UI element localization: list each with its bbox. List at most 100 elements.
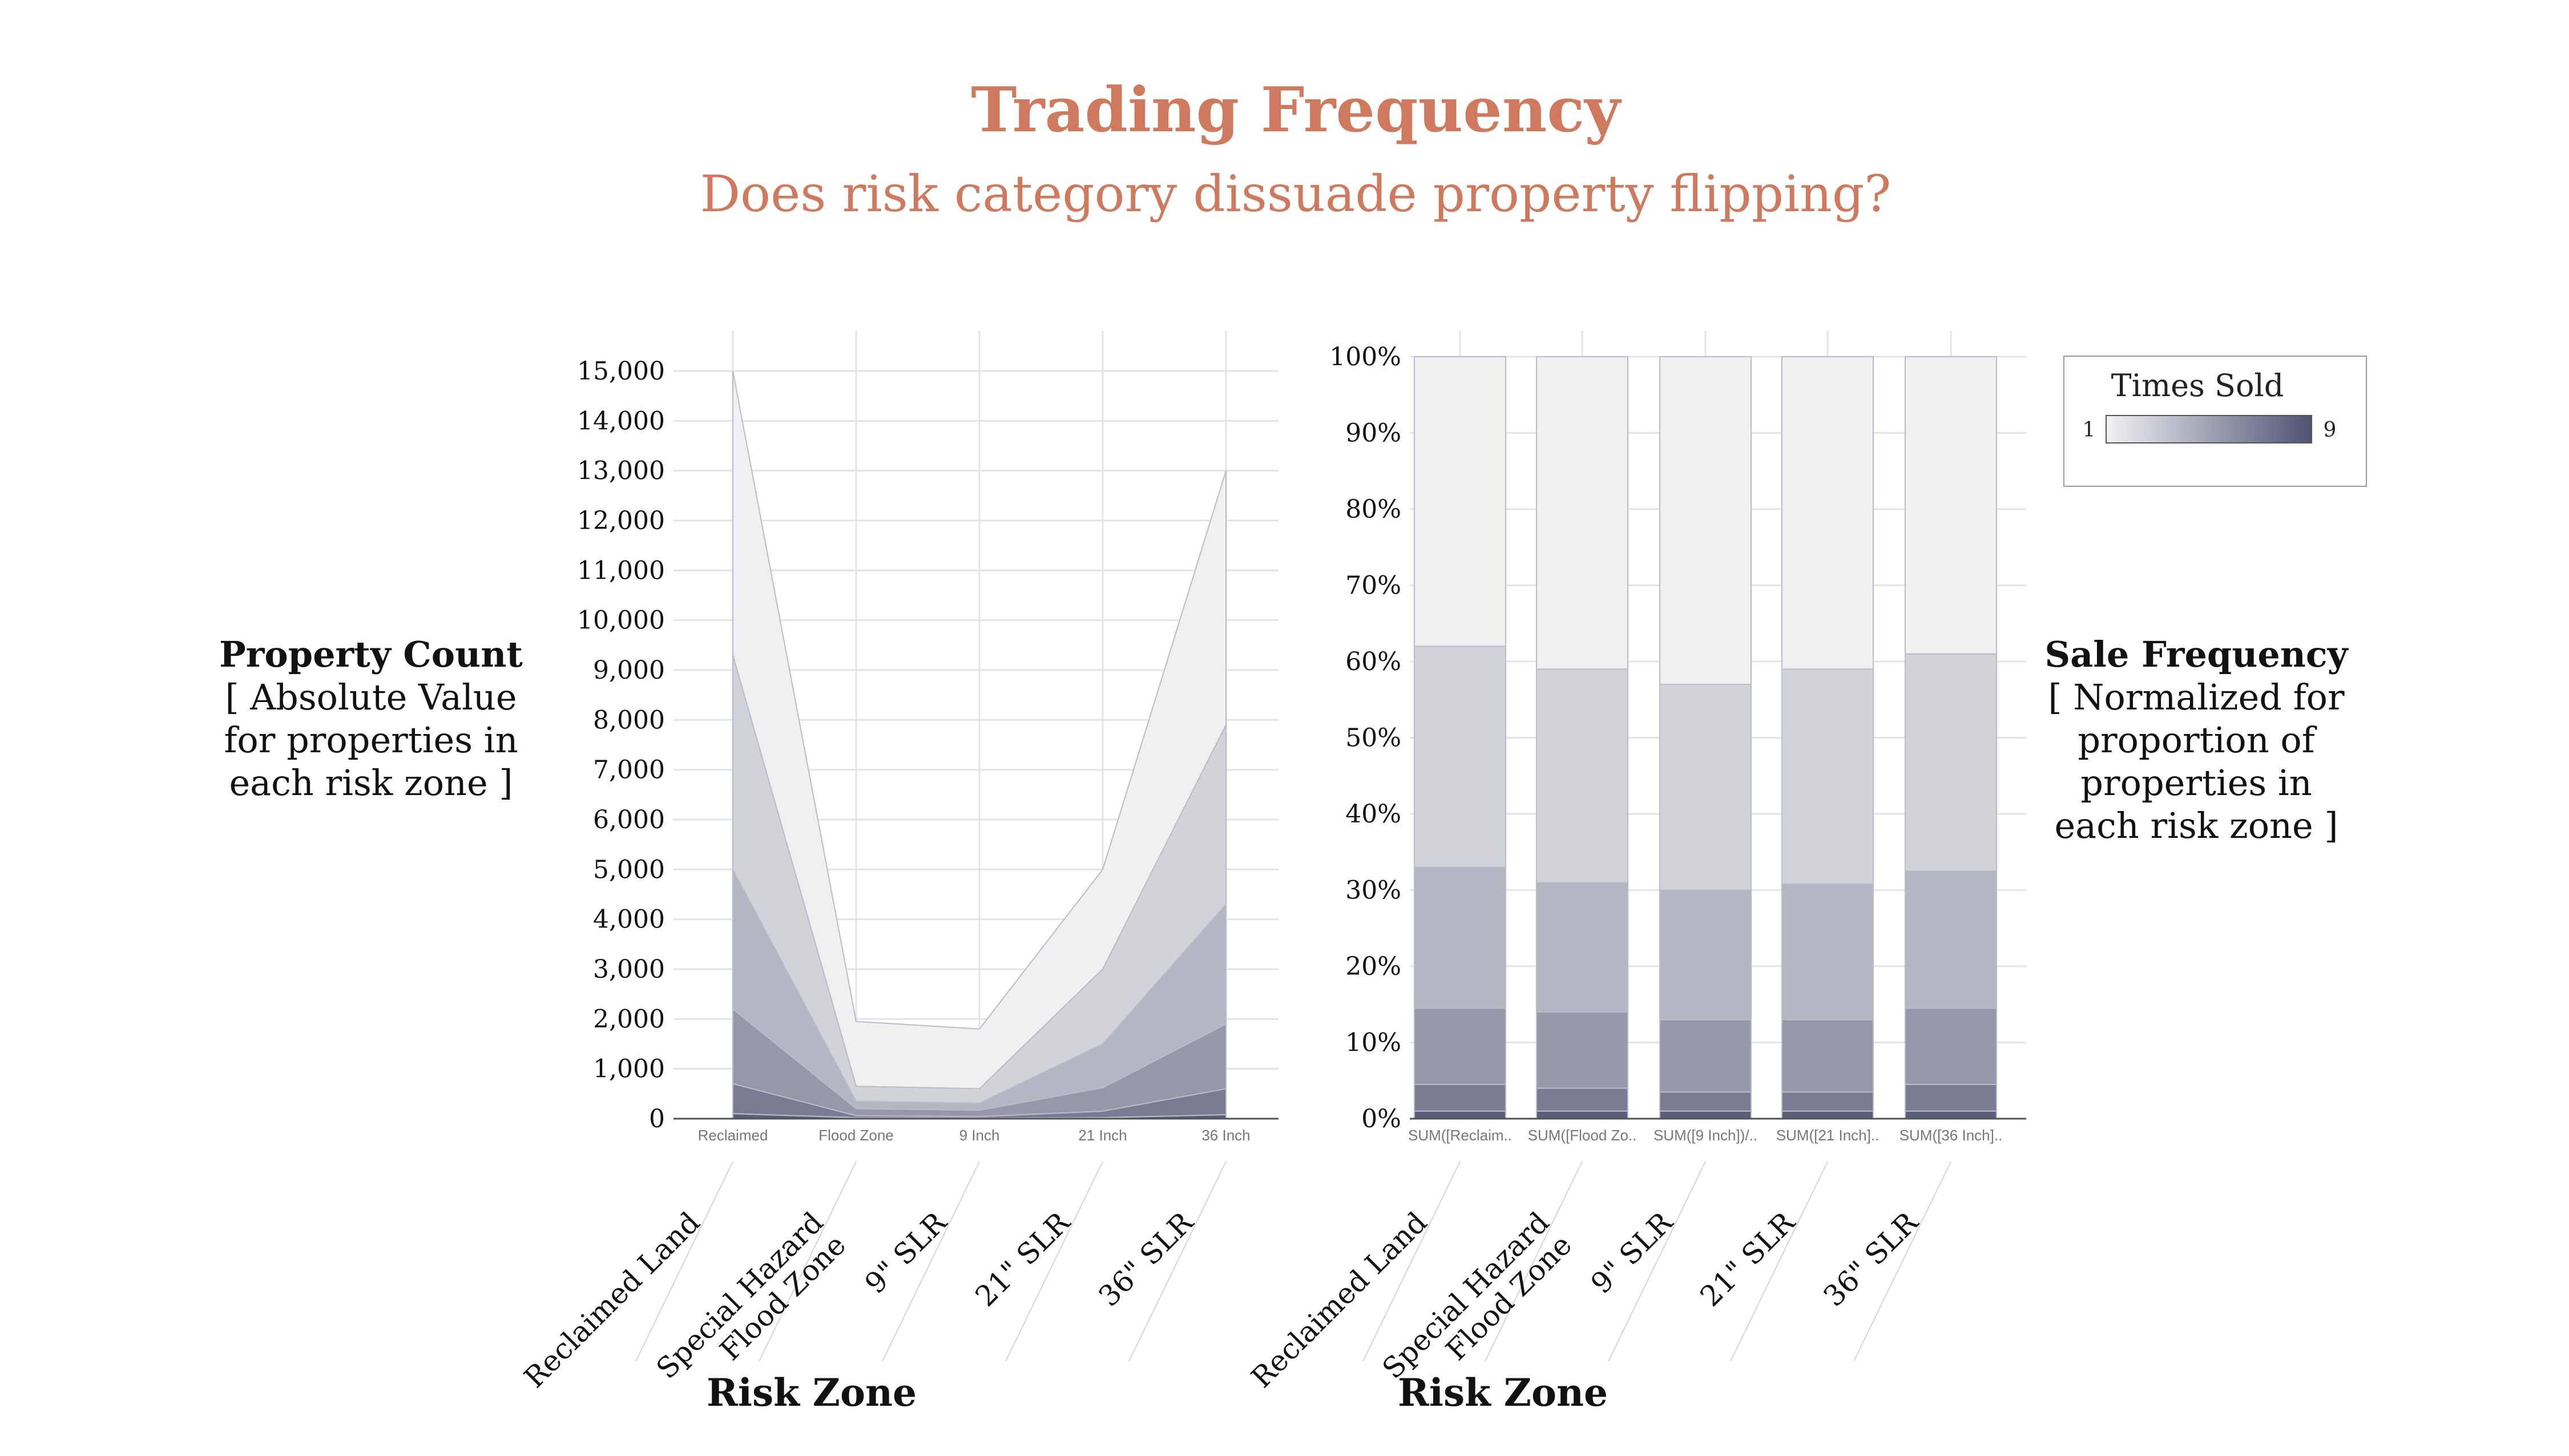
y-tick-label: 30% — [1345, 876, 1401, 905]
right-y-axis-title-main: Sale Frequency — [2044, 634, 2349, 675]
bar-segment-1 — [1414, 1111, 1506, 1119]
bar-segment-2 — [1414, 1084, 1506, 1111]
times-sold-legend: Times Sold 1 9 — [2064, 356, 2366, 486]
bar-segment-6 — [1660, 357, 1751, 684]
y-tick-label: 10% — [1345, 1029, 1401, 1058]
x-tick-label: SUM([Reclaim.. — [1408, 1127, 1512, 1144]
bar-segment-3 — [1905, 1008, 1997, 1084]
x-tick-label: 9 Inch — [959, 1127, 1000, 1144]
property-count-area-chart: 0 1,000 2,000 3,000 4,000 5,000 6,000 7,000 8,00… — [518, 331, 1279, 1408]
y-tick-label: 0% — [1361, 1104, 1401, 1134]
y-tick-label: 15,000 — [577, 357, 665, 386]
x-tick-label: SUM([9 Inch])/.. — [1653, 1127, 1757, 1144]
category-label-line: 21" SLR — [969, 1205, 1077, 1313]
left-category-label: 36" SLR — [1092, 1205, 1200, 1313]
bar-segment-4 — [1905, 871, 1997, 1008]
bar-segment-4 — [1660, 890, 1751, 1020]
bar-segment-1 — [1905, 1111, 1997, 1119]
bar-segment-4 — [1536, 882, 1628, 1012]
y-tick-label: 3,000 — [593, 955, 665, 984]
y-tick-label: 60% — [1345, 647, 1401, 676]
bar-segment-3 — [1782, 1019, 1873, 1092]
right-x-axis-title: Risk Zone — [1398, 1370, 1608, 1415]
bar-segment-2 — [1536, 1088, 1628, 1111]
y-tick-label: 0 — [649, 1104, 665, 1134]
page-subtitle: Does risk category dissuade property fli… — [700, 164, 1892, 223]
y-tick-label: 13,000 — [577, 457, 665, 486]
left-y-axis-subtitle-line: each risk zone ] — [229, 762, 513, 804]
bar-segment-6 — [1782, 357, 1873, 669]
legend-color-ramp — [2106, 416, 2312, 443]
bar-segment-6 — [1536, 357, 1628, 669]
y-tick-label: 8,000 — [593, 705, 665, 735]
right-y-axis-title: Sale Frequency [ Normalized for proporti… — [2044, 634, 2349, 846]
x-tick-label: SUM([Flood Zo.. — [1528, 1127, 1637, 1144]
right-category-label: 9" SLR — [1584, 1205, 1679, 1300]
category-label-line: 9" SLR — [858, 1205, 953, 1300]
x-tick-label: SUM([21 Inch].. — [1776, 1127, 1880, 1144]
page-title: Trading Frequency — [971, 74, 1622, 146]
y-tick-label: 11,000 — [577, 556, 665, 585]
bar-segment-6 — [1414, 357, 1506, 646]
y-tick-label: 6,000 — [593, 805, 665, 834]
right-category-label: 21" SLR — [1694, 1205, 1802, 1313]
right-y-axis-subtitle-line: properties in — [2080, 762, 2312, 804]
right-y-axis-subtitle-line: each risk zone ] — [2054, 805, 2338, 846]
bar-segment-5 — [1660, 684, 1751, 890]
x-tick-label: Flood Zone — [818, 1127, 894, 1144]
bar-segment-4 — [1414, 867, 1506, 1008]
legend-title: Times Sold — [2111, 368, 2284, 404]
bar-segment-2 — [1782, 1092, 1873, 1111]
left-y-axis-subtitle-line: [ Absolute Value — [225, 676, 517, 718]
left-y-axis-subtitle-line: for properties in — [224, 719, 518, 761]
y-tick-label: 40% — [1345, 800, 1401, 829]
x-tick-label: 21 Inch — [1078, 1127, 1127, 1144]
bar-segment-1 — [1536, 1111, 1628, 1119]
category-label-line: 9" SLR — [1584, 1205, 1679, 1300]
category-label-line: 36" SLR — [1817, 1205, 1925, 1313]
y-tick-label: 7,000 — [593, 756, 665, 785]
bar-segment-3 — [1414, 1008, 1506, 1084]
legend-max-label: 9 — [2324, 418, 2337, 442]
y-tick-label: 10,000 — [577, 606, 665, 635]
bar-segment-1 — [1782, 1111, 1873, 1119]
bar-segment-2 — [1905, 1084, 1997, 1111]
x-tick-label: Reclaimed — [698, 1127, 768, 1144]
left-category-label: 9" SLR — [858, 1205, 953, 1300]
category-label-line: 21" SLR — [1694, 1205, 1802, 1313]
bar-segment-5 — [1536, 669, 1628, 882]
bar-segment-1 — [1660, 1111, 1751, 1119]
right-category-label: 36" SLR — [1817, 1205, 1925, 1313]
bar-segment-2 — [1660, 1092, 1751, 1111]
bar-segment-4 — [1782, 884, 1873, 1020]
bar-segment-6 — [1905, 357, 1997, 654]
y-tick-label: 20% — [1345, 952, 1401, 981]
y-tick-label: 70% — [1345, 571, 1401, 600]
legend-min-label: 1 — [2083, 418, 2096, 442]
bar-segment-5 — [1414, 646, 1506, 867]
left-y-axis-title-main: Property Count — [219, 634, 523, 675]
y-tick-label: 14,000 — [577, 406, 665, 435]
right-y-axis-subtitle-line: proportion of — [2078, 719, 2317, 761]
y-tick-label: 9,000 — [593, 656, 665, 685]
category-label-line: 36" SLR — [1092, 1205, 1200, 1313]
bar-segment-5 — [1782, 669, 1873, 884]
y-tick-label: 12,000 — [577, 506, 665, 535]
y-tick-label: 100% — [1329, 342, 1401, 372]
y-tick-label: 2,000 — [593, 1005, 665, 1034]
y-tick-label: 90% — [1345, 419, 1401, 448]
y-tick-label: 1,000 — [593, 1055, 665, 1084]
bar-segment-3 — [1536, 1012, 1628, 1088]
left-category-label: 21" SLR — [969, 1205, 1077, 1313]
y-tick-label: 50% — [1345, 724, 1401, 753]
x-tick-label: SUM([36 Inch].. — [1899, 1127, 2003, 1144]
x-tick-label: 36 Inch — [1201, 1127, 1250, 1144]
bar-segment-5 — [1905, 654, 1997, 871]
y-tick-label: 5,000 — [593, 855, 665, 884]
y-tick-label: 4,000 — [593, 905, 665, 934]
left-y-axis-title: Property Count [ Absolute Value for prop… — [219, 634, 523, 804]
sale-frequency-bar-chart: 0% 10% 20% 30% 40% 50% 60% 70% 80% 90% 100% SUM([Re… — [1245, 331, 2026, 1408]
y-tick-label: 80% — [1345, 495, 1401, 524]
right-y-axis-subtitle-line: [ Normalized for — [2048, 676, 2345, 718]
